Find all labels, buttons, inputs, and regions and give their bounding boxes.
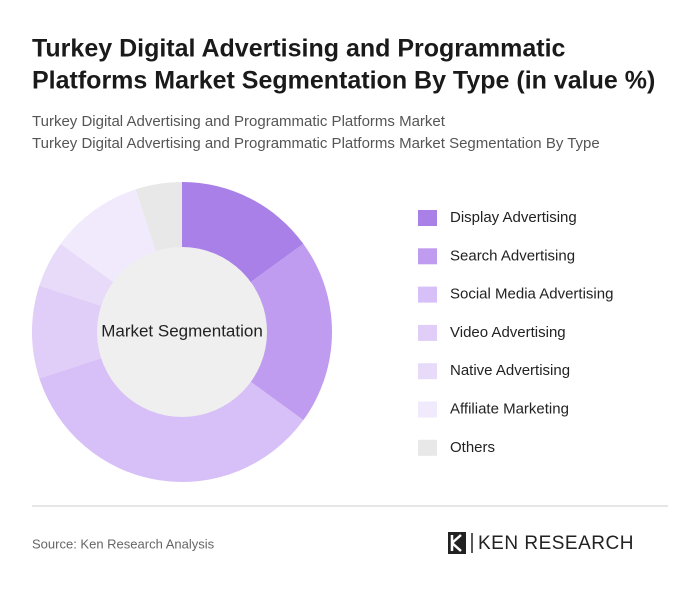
legend-swatch: [418, 324, 437, 341]
legend-swatch: [418, 210, 437, 226]
chart-title: Platforms Market Segmentation By Type (i…: [32, 67, 655, 95]
legend-swatch: [418, 401, 437, 418]
subtitle: Turkey Digital Advertising and Programma…: [32, 135, 600, 152]
legend-label: Search Advertising: [450, 247, 575, 264]
legend-label: Native Advertising: [450, 362, 570, 379]
logo-icon: [450, 534, 462, 552]
donut-hole: [97, 247, 267, 417]
legend-label: Video Advertising: [450, 324, 566, 341]
legend-swatch: [418, 248, 437, 265]
center-label: Market Segmentation: [101, 321, 263, 340]
logo: [448, 532, 473, 554]
legend-swatch: [418, 286, 437, 303]
legend-swatch: [418, 363, 437, 380]
legend-label: Social Media Advertising: [450, 286, 613, 303]
legend-label: Others: [450, 439, 495, 456]
subtitle: Turkey Digital Advertising and Programma…: [32, 113, 446, 130]
source: Source: Ken Research Analysis: [32, 536, 215, 551]
brand: KEN RESEARCH: [478, 533, 634, 554]
legend-label: Display Advertising: [450, 209, 577, 226]
legend-label: Affiliate Marketing: [450, 400, 569, 417]
legend-swatch: [418, 439, 437, 456]
chart-title: Turkey Digital Advertising and Programma…: [32, 35, 566, 63]
logo-icon: [448, 532, 466, 554]
